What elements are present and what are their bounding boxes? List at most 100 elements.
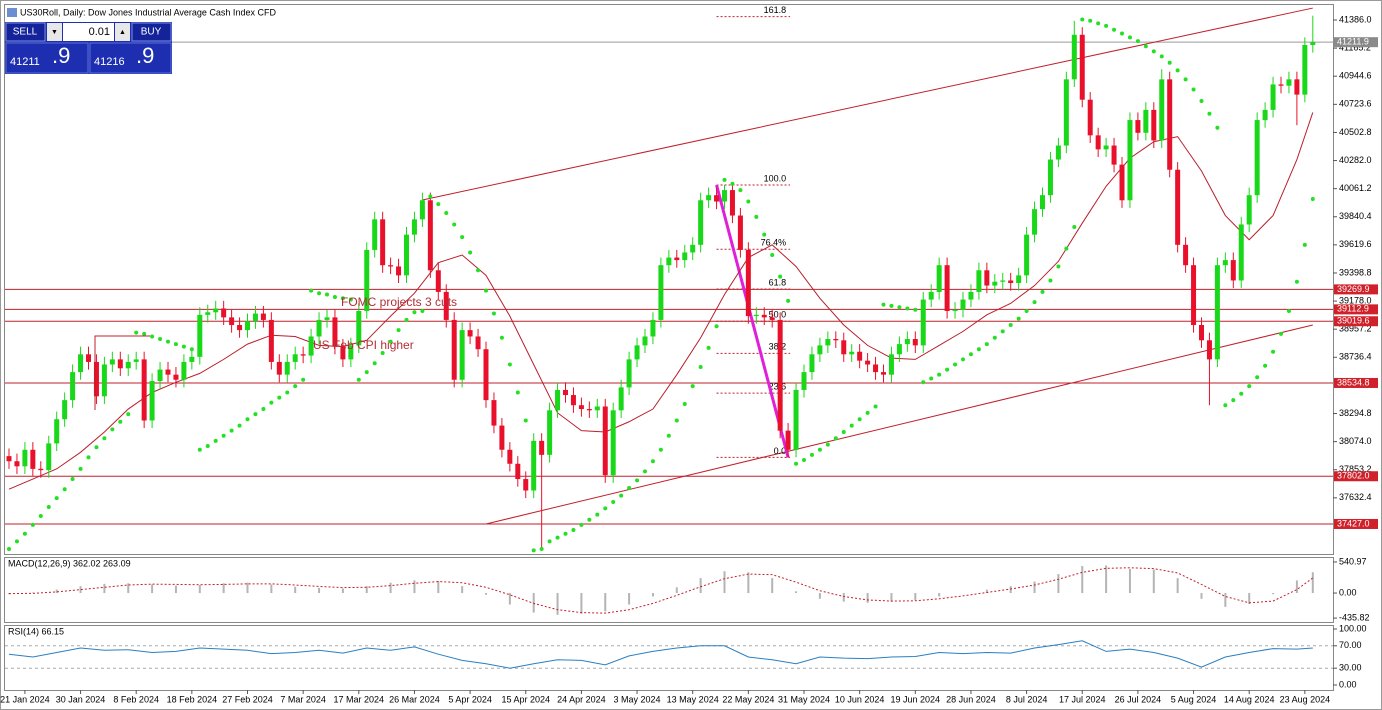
candle-body xyxy=(117,359,123,369)
candle-body xyxy=(125,361,131,369)
sar-dot xyxy=(1199,98,1204,103)
candle-body xyxy=(1159,79,1165,141)
x-tick-label: 23 Aug 2024 xyxy=(1280,694,1331,704)
sar-dot xyxy=(1159,54,1164,59)
sar-dot xyxy=(722,177,727,182)
sell-button[interactable] xyxy=(5,22,46,42)
sar-dot xyxy=(356,377,361,382)
candle-body xyxy=(849,351,855,355)
sar-dot xyxy=(38,513,43,518)
fib-label: 38.2 xyxy=(769,342,787,352)
candle-body xyxy=(276,361,282,375)
sar-dot xyxy=(809,452,814,457)
candle-body xyxy=(1016,275,1022,284)
candle-body xyxy=(141,359,147,421)
candle-body xyxy=(205,312,211,315)
candle-body xyxy=(1008,280,1014,284)
sar-dot xyxy=(730,181,735,186)
annotation: FOMC projects 3 cuts xyxy=(341,295,457,309)
sar-dot xyxy=(30,522,35,527)
candle-body xyxy=(62,400,68,420)
sar-dot xyxy=(841,429,846,434)
x-tick-label: 18 Feb 2024 xyxy=(167,694,218,704)
ask-box[interactable] xyxy=(89,42,172,74)
lot-up[interactable] xyxy=(115,23,130,41)
x-tick-label: 31 May 2024 xyxy=(778,694,830,704)
candle-body xyxy=(300,354,306,356)
sar-dot xyxy=(690,384,695,389)
sar-dot xyxy=(1000,329,1005,334)
candle-body xyxy=(491,400,497,426)
last-price-bg xyxy=(1334,37,1378,48)
y-tick-label: 41386.0 xyxy=(1339,14,1372,24)
candle-body xyxy=(992,281,998,286)
sar-dot xyxy=(396,328,401,333)
sar-dot xyxy=(62,487,67,492)
candle-body xyxy=(1310,42,1316,45)
fib-label: 23.6 xyxy=(769,381,787,391)
candle-body xyxy=(1032,209,1038,235)
sar-dot xyxy=(1215,125,1220,130)
candle-body xyxy=(1262,109,1268,121)
sar-dot xyxy=(992,335,997,340)
fib-label: 100.0 xyxy=(764,173,787,183)
sar-dot xyxy=(857,417,862,422)
candle-body xyxy=(523,479,529,491)
sar-dot xyxy=(762,232,767,237)
y-tick-label: 39619.6 xyxy=(1339,239,1372,249)
sar-dot xyxy=(1247,384,1252,389)
candle-body xyxy=(610,410,616,476)
lot-input[interactable] xyxy=(63,23,114,41)
candle-body xyxy=(1238,224,1244,281)
candle-body xyxy=(1111,145,1117,165)
arrow-up: ▲ xyxy=(119,29,126,36)
level-label: 39019.6 xyxy=(1337,316,1370,326)
buy-button[interactable] xyxy=(131,22,172,42)
y-tick-label: 41165.2 xyxy=(1339,43,1371,53)
candle-body xyxy=(825,339,831,346)
moving-average xyxy=(8,112,1314,490)
sar-dot xyxy=(897,305,902,310)
y-tick-label: 100.00 xyxy=(1339,623,1367,633)
sar-dot xyxy=(706,345,711,350)
candle-body xyxy=(1119,164,1125,201)
sar-dot xyxy=(817,447,822,452)
candle-body xyxy=(904,339,910,345)
lot-down[interactable] xyxy=(47,23,62,41)
candle-body xyxy=(873,364,879,373)
sar-dot xyxy=(134,330,139,335)
candle-body xyxy=(881,372,886,375)
sar-dot xyxy=(1072,225,1077,230)
candle-body xyxy=(1286,79,1292,86)
sar-dot xyxy=(635,478,640,483)
y-tick-label: 40061.2 xyxy=(1339,183,1372,193)
candle-body xyxy=(380,219,386,266)
sar-dot xyxy=(905,306,910,311)
sar-dot xyxy=(1207,111,1212,116)
candle-body xyxy=(841,340,847,355)
sar-dot xyxy=(587,517,592,522)
sar-dot xyxy=(1151,49,1156,54)
candle-body xyxy=(777,319,783,431)
candle-body xyxy=(1294,79,1300,95)
x-tick-label: 30 Jan 2024 xyxy=(56,694,106,704)
candle-body xyxy=(507,449,513,464)
sar-dot xyxy=(825,442,830,447)
sar-dot xyxy=(1127,35,1132,40)
sar-dot xyxy=(937,372,942,377)
candle-body xyxy=(602,406,608,476)
sar-dot xyxy=(78,466,83,471)
sar-dot xyxy=(436,202,441,207)
candle-body xyxy=(411,219,417,235)
sar-dot xyxy=(491,311,496,316)
candle-body xyxy=(1127,120,1133,201)
bid-box[interactable] xyxy=(5,42,89,74)
candle-body xyxy=(284,361,290,375)
y-tick-label: 40723.6 xyxy=(1339,99,1372,109)
annotation: US Feb CPI higher xyxy=(313,338,414,352)
candle-body xyxy=(928,291,934,300)
lot-value: 0.01 xyxy=(89,26,110,38)
sar-dot xyxy=(46,505,51,510)
sar-dot xyxy=(150,334,155,339)
